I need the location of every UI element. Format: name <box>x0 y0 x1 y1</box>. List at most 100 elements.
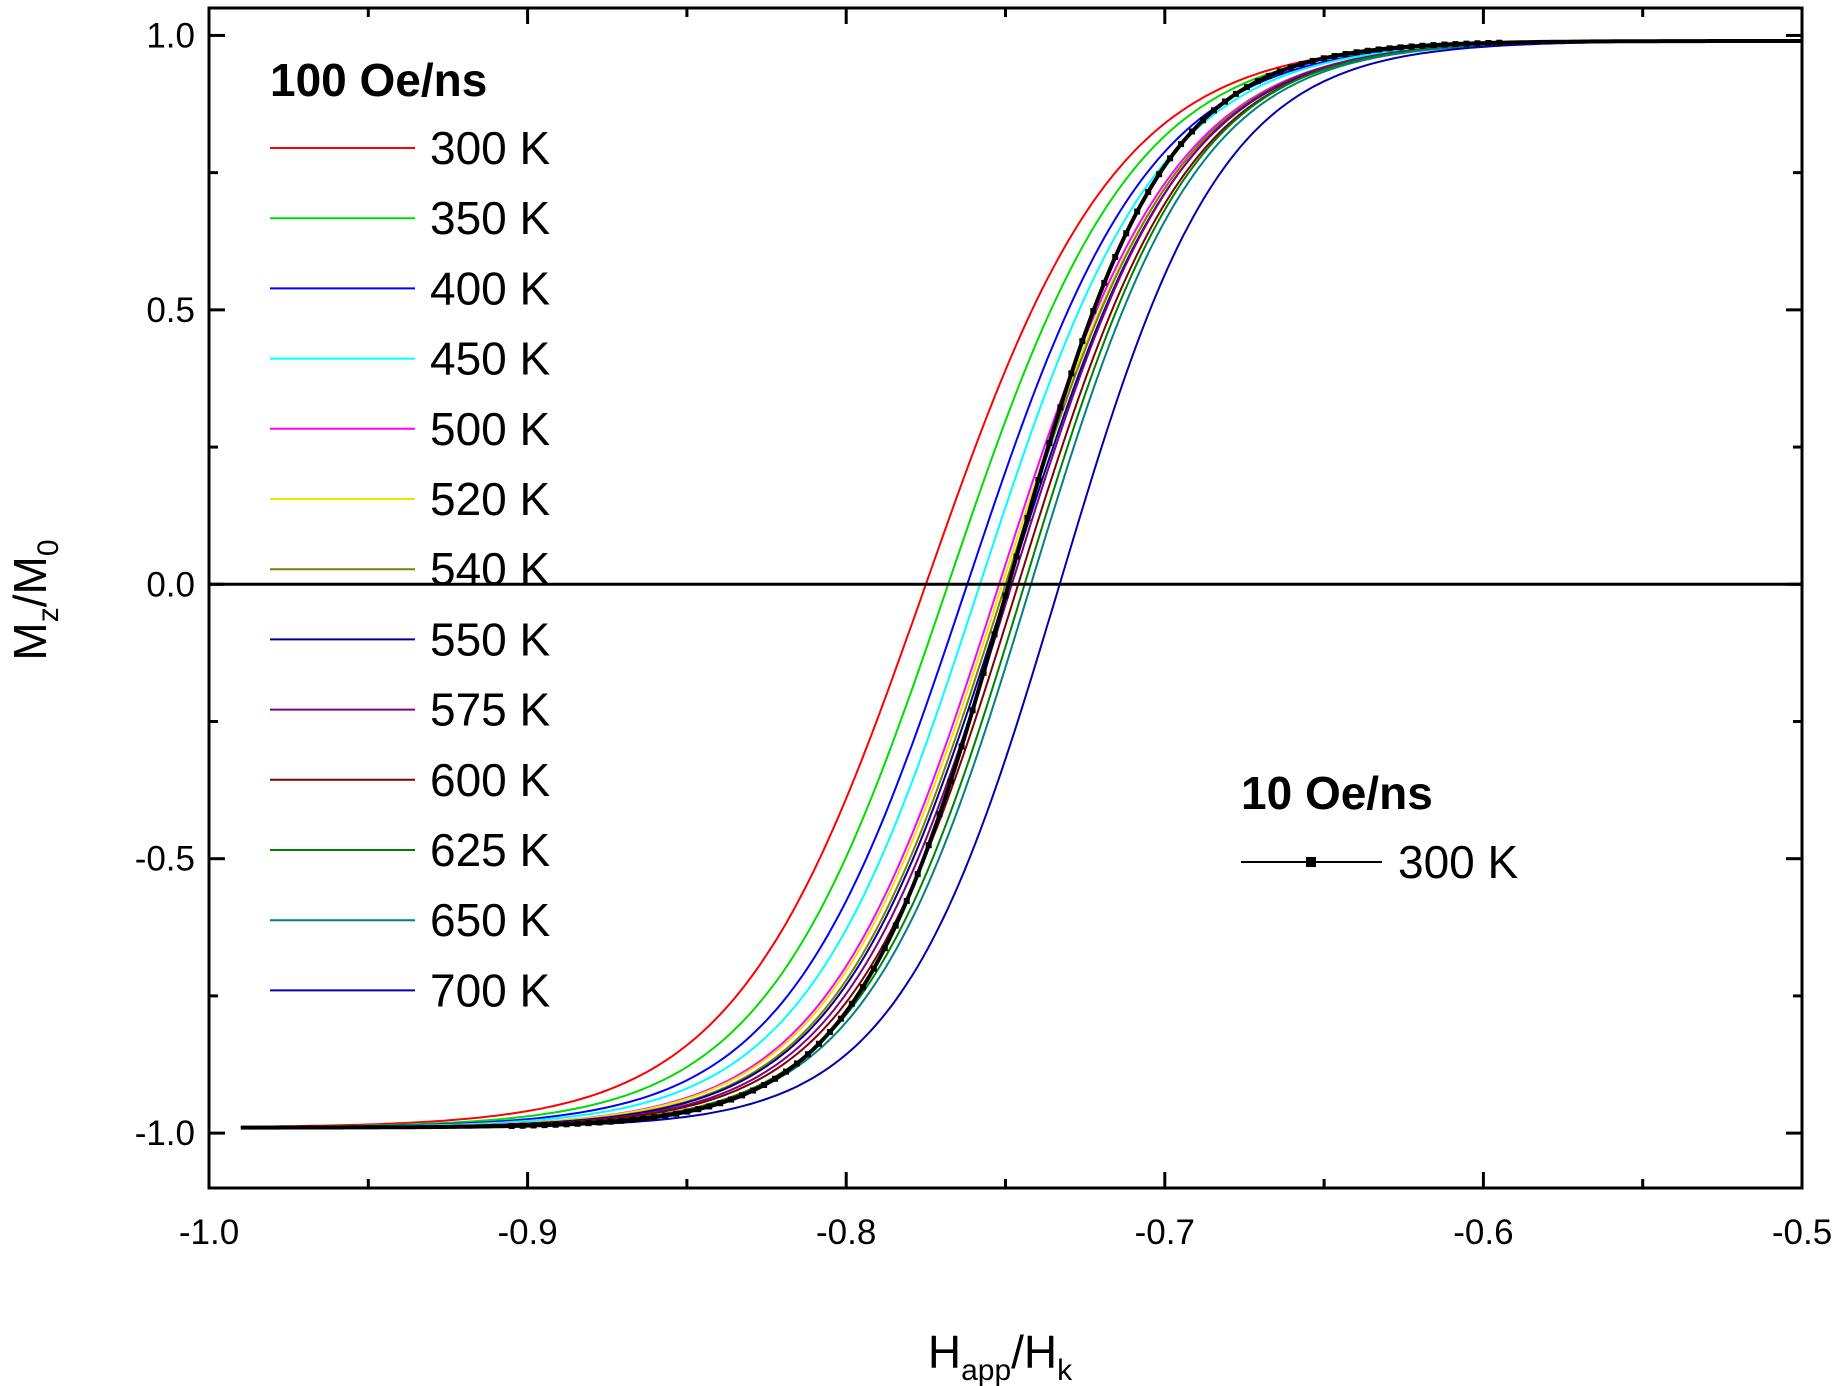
curve-300k-10oens-marker <box>991 631 998 638</box>
y-tick-label: 0.5 <box>146 291 195 330</box>
x-tick-label: -0.8 <box>816 1213 876 1252</box>
curve-300k-10oens-marker <box>1079 338 1086 345</box>
curve-300k-10oens-marker <box>739 1092 746 1099</box>
curve-300k-10oens-marker <box>673 1110 680 1117</box>
curve-300k-10oens-marker <box>1123 230 1130 237</box>
curve-300k-10oens-marker <box>1254 78 1261 85</box>
curve-300k-10oens-marker <box>1331 53 1338 60</box>
curve-300k-10oens-marker <box>1353 49 1360 56</box>
curve-300k-10oens-marker <box>783 1068 790 1075</box>
axis-ticks <box>207 8 1804 1188</box>
legend-title-100oens: 100 Oe/ns <box>270 54 487 106</box>
curve-300k-10oens-marker <box>684 1108 691 1115</box>
curve-300k-10oens-marker <box>1386 45 1393 52</box>
curve-300k-10oens-marker <box>1408 43 1415 50</box>
curve-300k-10oens-marker <box>1485 39 1492 46</box>
curve-300k-10oens-marker <box>1243 84 1250 91</box>
curve-300k-10oens-marker <box>574 1120 581 1127</box>
legend-label: 300 K <box>430 122 551 174</box>
curve-300k-10oens-marker <box>837 1015 844 1022</box>
legend-label: 500 K <box>430 403 551 455</box>
y-tick-label: -1.0 <box>135 1114 195 1153</box>
curve-300k-10oens-marker <box>761 1082 768 1089</box>
curve-300k-10oens-marker <box>1189 128 1196 135</box>
legend-label: 520 K <box>430 473 551 525</box>
curve-300k-10oens-marker <box>651 1114 658 1121</box>
legend-label: 550 K <box>430 613 551 665</box>
x-tick-label: -0.7 <box>1135 1213 1195 1252</box>
curve-300k-10oens-marker <box>1046 439 1053 446</box>
legend-label: 575 K <box>430 684 551 736</box>
curve-300k-10oens-marker <box>1211 107 1218 114</box>
curve-300k-10oens-marker <box>1035 476 1042 483</box>
curve-300k-10oens-marker <box>1068 370 1075 377</box>
curve-300k-10oens-marker <box>607 1118 614 1125</box>
curve-300k-10oens-marker <box>552 1121 559 1128</box>
curve-300k-10oens-marker <box>1112 254 1119 261</box>
curve-300k-10oens-marker <box>1134 208 1141 215</box>
curve-300k-10oens-marker <box>1474 40 1481 47</box>
curve-300k-10oens-marker <box>1298 60 1305 67</box>
y-axis-title: Mz/M0 <box>4 539 65 660</box>
curve-300k-10oens-marker <box>1441 41 1448 48</box>
curve-300k-10oens-marker <box>519 1122 526 1129</box>
curve-300k-10oens-marker <box>750 1087 757 1094</box>
curve-300k-10oens-marker <box>936 811 943 818</box>
curve-300k-10oens-marker <box>980 669 987 676</box>
curve-300k-10oens-marker <box>881 945 888 952</box>
legend-label: 400 K <box>430 262 551 314</box>
legend-label: 450 K <box>430 333 551 385</box>
curve-300k-10oens-marker <box>1057 404 1064 411</box>
curve-300k-10oens-marker <box>892 922 899 929</box>
legend-label: 625 K <box>430 824 551 876</box>
curve-300k-10oens-marker <box>1265 72 1272 79</box>
curve-300k-10oens-marker <box>914 871 921 878</box>
curve-300k-10oens-marker <box>1309 57 1316 64</box>
curve-300k-10oens-marker <box>1419 42 1426 49</box>
curve-300k-10oens-marker <box>596 1119 603 1126</box>
curve-300k-10oens-marker <box>728 1096 735 1103</box>
curve-300k-10oens-marker <box>508 1122 515 1129</box>
curve-300k-10oens-marker <box>1024 514 1031 521</box>
curve-300k-10oens-marker <box>1221 98 1228 105</box>
curve-300k-10oens-marker <box>826 1028 833 1035</box>
curve-300k-10oens <box>240 39 1802 1130</box>
curve-300k-10oens-marker <box>1364 47 1371 54</box>
curve-300k-10oens-marker <box>717 1100 724 1107</box>
curve-300k-10oens-marker <box>815 1040 822 1047</box>
x-tick-label: -0.6 <box>1453 1213 1513 1252</box>
curve-300k-10oens-marker <box>1276 68 1283 75</box>
curve-300k-10oens-marker <box>706 1103 713 1110</box>
data-curves <box>240 39 1803 1130</box>
curve-300k-10oens-marker <box>1200 117 1207 124</box>
legend-label: 600 K <box>430 754 551 806</box>
curve-300k-10oens-marker <box>1452 41 1459 48</box>
curve-300k-10oens-marker <box>1156 171 1163 178</box>
curve-300k-10oens-marker <box>804 1051 811 1058</box>
x-tick-label: -0.9 <box>497 1213 557 1252</box>
legend-title-10oens: 10 Oe/ns <box>1241 767 1433 819</box>
curve-300k-10oens-marker <box>618 1117 625 1124</box>
curve-300k-10oens-marker <box>772 1075 779 1082</box>
curve-300k-10oens-marker <box>629 1116 636 1123</box>
curve-300k-10oens-marker <box>1496 39 1503 46</box>
curve-300k-10oens-marker <box>1463 40 1470 47</box>
curve-300k-10oens-marker <box>859 984 866 991</box>
curve-300k-10oens-marker <box>1101 279 1108 286</box>
curve-300k-10oens-marker <box>1178 141 1185 148</box>
curve-300k-10oens-marker <box>1090 308 1097 315</box>
curve-300k-10oens-marker <box>1013 553 1020 560</box>
curve-300k-10oens-marker <box>530 1122 537 1129</box>
legend-label: 300 K <box>1398 836 1519 888</box>
curve-300k-10oens-marker <box>1430 42 1437 49</box>
curve-300k-10oens-marker <box>1342 51 1349 58</box>
legend-label: 700 K <box>430 964 551 1016</box>
axis-tick-labels: -1.0 -0.9 -0.8 -0.7 -0.6 -0.5 -1.0 -0.5 0.0 0.5 1.… <box>135 16 1832 1252</box>
curve-300k-10oens-marker <box>925 842 932 849</box>
curve-300k-10oens-marker <box>541 1122 548 1129</box>
curve-300k-10oens-marker <box>1375 46 1382 53</box>
curve-300k-10oens-marker <box>1287 64 1294 71</box>
legend: 100 Oe/ns 300 K 350 K 400 K 450 K 500 K 520 K 5… <box>270 54 1519 1016</box>
